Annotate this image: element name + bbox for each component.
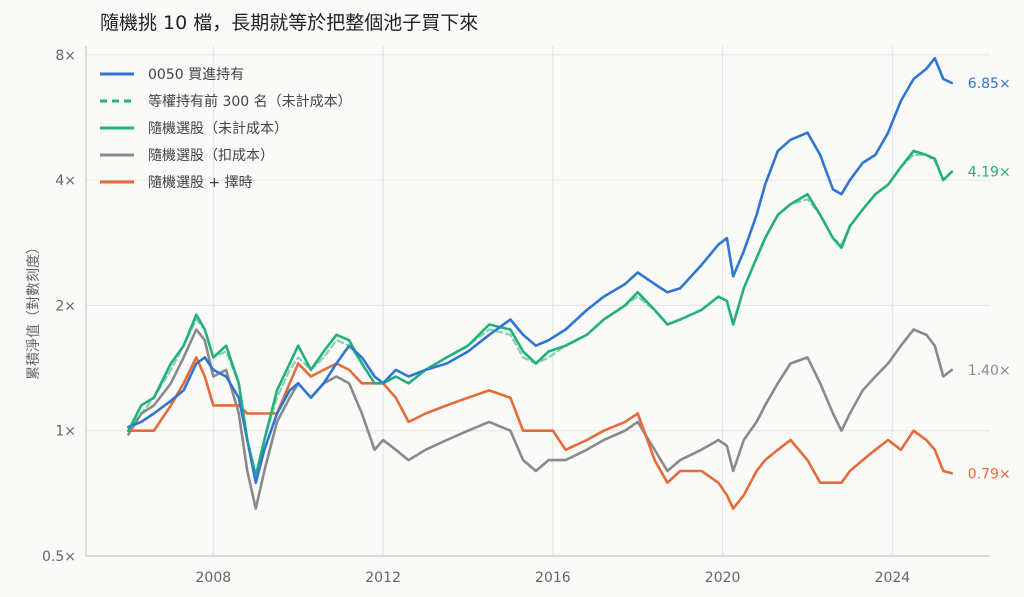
series-group <box>127 56 954 510</box>
end-label-3: 1.40× <box>968 363 1011 379</box>
chart-title: 隨機挑 10 檔，長期就等於把整個池子買下來 <box>100 12 479 34</box>
legend-label-4: 隨機選股 + 擇時 <box>148 175 253 191</box>
axes: 0.5× 1× 2× 4× 8× 2008 2012 2016 2020 2024 <box>42 46 990 586</box>
x-tick-label: 2012 <box>365 570 401 586</box>
legend-label-3: 隨機選股（扣成本） <box>148 148 274 164</box>
end-label-0: 6.85× <box>968 76 1011 92</box>
series-line-4 <box>127 356 954 510</box>
y-axis-label: 累積淨值（對數刻度） <box>26 240 42 380</box>
y-tick-label: 1× <box>55 424 76 440</box>
y-tick-label: 8× <box>55 48 76 64</box>
series-line-2 <box>127 149 954 477</box>
series-line-3 <box>127 328 954 510</box>
x-tick-label: 2020 <box>705 570 741 586</box>
y-tick-label: 0.5× <box>42 549 76 565</box>
legend-label-2: 隨機選股（未計成本） <box>148 121 288 137</box>
legend-label-1: 等權持有前 300 名（未計成本） <box>148 93 352 110</box>
end-label-4: 0.79× <box>968 466 1011 482</box>
end-labels: 6.85× 4.19× 1.40× 0.79× <box>968 76 1011 482</box>
end-label-2: 4.19× <box>968 165 1011 181</box>
x-tick-label: 2008 <box>196 570 232 586</box>
x-tick-label: 2024 <box>875 570 911 586</box>
legend-label-0: 0050 買進持有 <box>148 67 244 83</box>
y-tick-label: 4× <box>55 173 76 189</box>
y-tick-label: 2× <box>55 298 76 314</box>
series-line-1 <box>127 153 953 477</box>
x-tick-label: 2016 <box>535 570 571 586</box>
